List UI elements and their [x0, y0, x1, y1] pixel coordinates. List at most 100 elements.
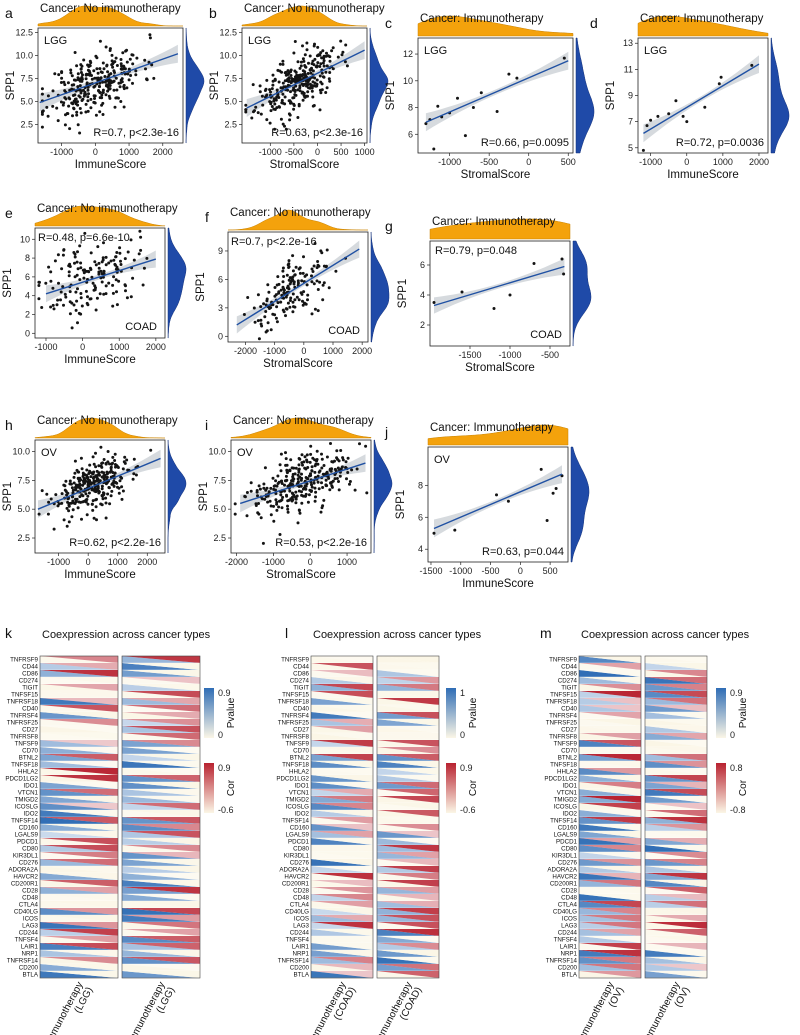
data-point: [259, 322, 263, 326]
data-point: [73, 275, 77, 279]
pvalue-triangle: [122, 915, 200, 922]
pvalue-triangle: [579, 873, 641, 880]
y-tick-label: 5: [628, 143, 633, 153]
cancer-label: COAD: [125, 321, 157, 333]
data-point: [98, 479, 102, 483]
data-point: [296, 88, 300, 92]
data-point: [307, 78, 311, 82]
data-point: [325, 248, 329, 252]
x-density-curve: [429, 218, 571, 240]
data-point: [283, 489, 286, 493]
data-point: [304, 494, 307, 498]
data-point: [67, 274, 71, 278]
data-point: [306, 293, 310, 297]
regression-line: [236, 248, 360, 326]
data-point: [134, 473, 138, 477]
data-point: [83, 90, 87, 94]
data-point: [288, 113, 292, 117]
data-point: [257, 502, 260, 505]
x-tick-label: 0: [80, 342, 85, 352]
data-point: [91, 499, 95, 503]
cancer-label: OV: [434, 454, 451, 466]
row-label: CTLA4: [290, 901, 310, 908]
data-point: [79, 312, 83, 316]
row-label: ADORA2A: [279, 866, 309, 873]
data-point: [319, 510, 323, 514]
data-point: [255, 490, 259, 494]
data-point: [320, 71, 324, 75]
row-label: CD200: [19, 964, 39, 971]
data-point: [310, 489, 313, 493]
data-point: [76, 103, 80, 107]
column-label: Immunotherapy(OV): [574, 980, 626, 1035]
column-label: Immunotherapy(COAD): [306, 980, 358, 1035]
heatmap-column-frame: [578, 655, 642, 979]
cor-triangle: [377, 761, 439, 768]
data-point: [123, 283, 127, 287]
panel-title: Cancer: Immunotherapy: [430, 422, 554, 434]
heatmap-column-frame: [121, 655, 201, 979]
cor-triangle: [377, 859, 439, 866]
data-point: [72, 481, 76, 485]
data-point: [94, 451, 97, 455]
data-point: [269, 109, 273, 113]
data-point: [314, 495, 317, 499]
data-point: [312, 264, 316, 268]
row-label: ICOSLG: [286, 803, 310, 810]
cor-triangle: [645, 656, 707, 663]
row-label: KIR3DL1: [284, 852, 310, 859]
data-point: [70, 101, 74, 105]
data-point: [41, 109, 45, 113]
data-point: [336, 466, 340, 470]
cor-triangle: [579, 817, 641, 824]
cor-triangle: [645, 712, 707, 719]
data-point: [98, 91, 102, 95]
data-point: [287, 262, 291, 266]
y-tick-label: 3: [218, 303, 223, 313]
data-point: [320, 88, 324, 92]
data-point: [84, 492, 88, 496]
x-tick-label: 2000: [749, 157, 769, 167]
data-point: [62, 483, 66, 487]
heatmap-panel-k: k Coexpression across cancer typesTNFRSF9…: [5, 625, 237, 1035]
pvalue-legend-label: Pvalue: [468, 697, 479, 728]
data-point: [93, 76, 97, 80]
pvalue-triangle: [579, 838, 641, 845]
data-point: [109, 466, 113, 470]
cor-triangle: [579, 810, 641, 817]
data-point: [87, 92, 90, 96]
y-tick-label: 10.0: [208, 447, 226, 457]
data-point: [107, 261, 111, 265]
y-tick-label: 7: [628, 117, 633, 127]
data-point: [313, 57, 317, 61]
y-tick-label: 10: [20, 234, 30, 244]
data-point: [80, 467, 84, 471]
cor-triangle: [122, 810, 200, 817]
data-point: [280, 479, 284, 483]
pvalue-triangle: [311, 789, 373, 796]
cor-triangle: [377, 698, 439, 705]
x-tick-label: -1500: [419, 566, 442, 576]
data-point: [290, 466, 294, 470]
data-point: [304, 487, 308, 491]
data-point: [84, 110, 88, 114]
data-point: [73, 488, 77, 492]
data-point: [93, 284, 97, 288]
data-point: [298, 511, 302, 515]
data-point: [298, 89, 302, 93]
cor-triangle: [377, 663, 439, 670]
data-point: [300, 472, 303, 476]
cor-triangle: [645, 943, 707, 950]
x-tick-label: -1000: [263, 346, 286, 356]
pvalue-triangle: [377, 887, 439, 894]
data-point: [81, 483, 85, 487]
data-point: [253, 109, 256, 113]
cor-triangle: [377, 831, 439, 838]
data-point: [322, 464, 326, 467]
cor-legend-bar: [716, 763, 726, 813]
data-point: [114, 56, 118, 60]
data-point: [100, 103, 104, 107]
data-point: [97, 464, 101, 468]
data-point: [108, 462, 111, 466]
